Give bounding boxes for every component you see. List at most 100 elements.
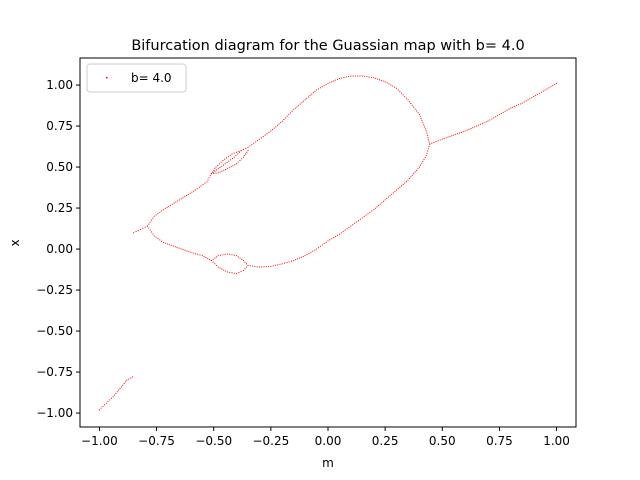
data-point (219, 171, 221, 173)
data-point (206, 181, 208, 183)
branch-lower-right (247, 143, 431, 268)
data-point (424, 128, 426, 130)
data-point (274, 264, 276, 266)
data-point (190, 251, 192, 253)
data-point (219, 267, 221, 269)
data-point (425, 130, 427, 132)
data-point (373, 77, 375, 79)
data-point (508, 108, 510, 110)
data-point (170, 244, 172, 246)
data-point (159, 239, 161, 241)
data-point (314, 90, 316, 92)
data-point (217, 164, 219, 166)
data-point (338, 78, 340, 79)
data-point (378, 204, 380, 206)
data-point (314, 249, 316, 251)
data-point (423, 124, 425, 126)
data-point (329, 82, 331, 84)
data-point (338, 233, 340, 235)
data-point (112, 396, 114, 398)
data-point (335, 235, 337, 237)
x-axis-ticks: −1.00 −0.75 −0.50 −0.25 0.00 0.25 0.50 0.75 1.00 (81, 427, 570, 448)
data-point (104, 404, 106, 406)
data-point (327, 240, 329, 242)
data-point (302, 255, 304, 257)
data-point (502, 111, 504, 113)
data-point (517, 104, 519, 106)
data-point (411, 174, 413, 176)
data-point (228, 167, 230, 169)
data-point (303, 100, 305, 102)
data-point (421, 120, 423, 122)
data-point (497, 115, 499, 117)
data-point (152, 217, 154, 219)
data-point (254, 265, 256, 267)
data-point (408, 178, 410, 180)
data-point (519, 103, 521, 105)
branch-lower-bubble-top (210, 253, 249, 266)
data-point (212, 171, 214, 173)
data-point (275, 126, 277, 128)
data-point (226, 271, 228, 273)
data-point (284, 262, 286, 264)
data-point (380, 79, 382, 81)
data-point (233, 272, 235, 274)
data-point (464, 130, 466, 132)
data-point (329, 239, 331, 241)
data-point (182, 249, 184, 251)
data-point (429, 143, 431, 145)
data-point (226, 168, 228, 170)
data-point (199, 254, 201, 256)
data-point (487, 120, 489, 122)
data-point (279, 263, 281, 265)
data-point (419, 116, 421, 118)
data-point (485, 121, 487, 123)
data-point (171, 203, 173, 205)
data-point (233, 152, 235, 154)
data-point (247, 264, 249, 266)
data-point (304, 99, 306, 101)
data-point (221, 170, 223, 172)
data-point (394, 190, 396, 192)
data-point (491, 118, 493, 120)
data-point (422, 122, 424, 124)
data-point (333, 80, 335, 82)
y-tick-label: 0.75 (46, 119, 73, 133)
data-point (228, 160, 230, 162)
data-point (197, 253, 199, 255)
data-point (506, 109, 508, 111)
x-tick-label: −1.00 (81, 434, 118, 448)
data-point (493, 117, 495, 119)
data-point (310, 251, 312, 253)
data-point (413, 173, 415, 175)
data-point (297, 258, 299, 260)
data-point (357, 220, 359, 222)
data-point (392, 192, 394, 194)
data-point (268, 265, 270, 267)
data-point (217, 168, 219, 170)
data-point (166, 207, 168, 209)
y-tick-label: −1.00 (36, 406, 73, 420)
data-point (257, 140, 259, 142)
data-point (264, 134, 266, 136)
data-point (217, 266, 219, 268)
data-point (225, 270, 227, 272)
data-point (152, 233, 154, 235)
data-point (100, 407, 102, 409)
legend-box (86, 63, 187, 93)
data-point (343, 77, 345, 79)
data-point (350, 75, 352, 77)
data-point (460, 131, 462, 133)
data-point (200, 185, 202, 187)
branch-upper-bubble-top (210, 150, 242, 175)
data-point (236, 255, 238, 257)
data-point (421, 162, 423, 164)
data-point (441, 138, 443, 140)
data-point (455, 133, 457, 135)
data-point (510, 107, 512, 109)
data-point (548, 87, 550, 89)
data-point (399, 186, 401, 188)
data-point (285, 117, 287, 119)
x-tick-label: 0.75 (486, 434, 513, 448)
data-point (242, 269, 244, 271)
